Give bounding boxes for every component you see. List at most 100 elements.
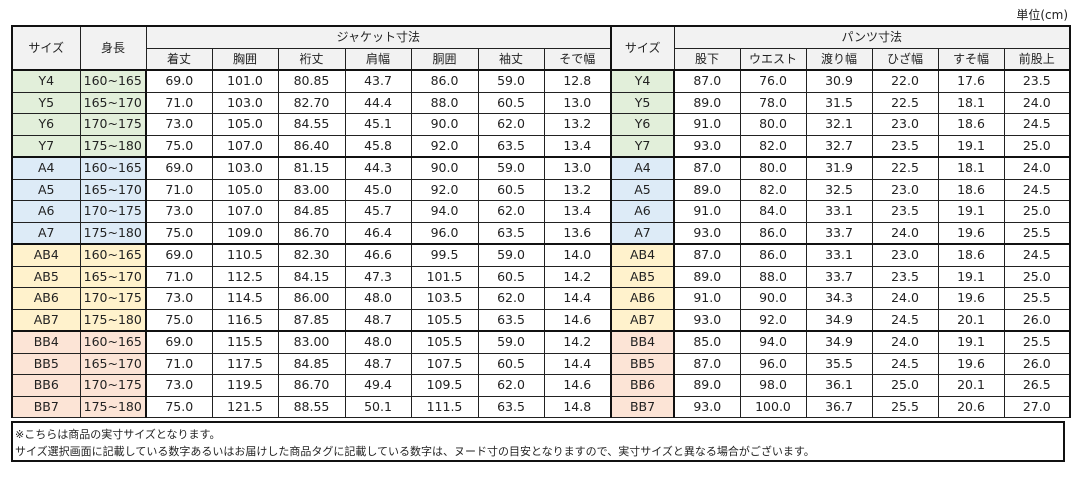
jacket-value-cell: 99.5 (410, 243, 479, 267)
jacket-value-cell: 116.5 (211, 308, 279, 332)
pants-value-cell: 27.0 (1003, 395, 1071, 418)
pants-value-cell: 100.0 (739, 395, 807, 418)
height-cell: 170~175 (79, 287, 147, 310)
pants-value-cell: 30.9 (805, 69, 873, 93)
table-row: A6 170~175 73.0 107.0 84.85 45.7 94.0 62.0 13.4 A… (11, 200, 1071, 223)
pants-size-cell: Y5 (610, 91, 675, 114)
pants-value-cell: 22.0 (871, 69, 939, 93)
pants-value-cell: 19.1 (937, 200, 1005, 223)
jacket-value-cell: 105.0 (211, 113, 279, 136)
pants-size-cell: BB4 (610, 330, 675, 354)
pants-value-cell: 18.6 (937, 243, 1005, 267)
pants-value-cell: 92.0 (739, 308, 807, 332)
pants-size-cell: AB4 (610, 243, 675, 267)
jacket-value-cell: 69.0 (145, 69, 213, 93)
pants-value-cell: 19.6 (937, 352, 1005, 375)
jacket-value-cell: 13.2 (543, 113, 612, 136)
jacket-value-cell: 13.4 (543, 134, 612, 158)
jacket-value-cell: 47.3 (344, 265, 412, 288)
jacket-value-cell: 75.0 (145, 308, 213, 332)
height-cell: 175~180 (79, 308, 147, 332)
pants-value-cell: 24.5 (1003, 178, 1071, 201)
size-cell: AB5 (11, 265, 81, 288)
jacket-value-cell: 14.2 (543, 265, 612, 288)
pants-value-cell: 80.0 (739, 156, 807, 180)
size-cell: BB6 (11, 374, 81, 397)
jacket-value-cell: 90.0 (410, 113, 479, 136)
jacket-value-cell: 81.15 (277, 156, 346, 180)
jacket-value-cell: 13.0 (543, 91, 612, 114)
size-cell: BB4 (11, 330, 81, 354)
pants-value-cell: 17.6 (937, 69, 1005, 93)
pants-value-cell: 18.1 (937, 156, 1005, 180)
pants-value-cell: 91.0 (673, 113, 741, 136)
height-cell: 160~165 (79, 330, 147, 354)
pants-value-cell: 25.0 (1003, 265, 1071, 288)
jacket-value-cell: 101.0 (211, 69, 279, 93)
jacket-value-cell: 45.7 (344, 200, 412, 223)
jacket-value-cell: 49.4 (344, 374, 412, 397)
pants-value-cell: 89.0 (673, 178, 741, 201)
pants-value-cell: 91.0 (673, 287, 741, 310)
header-row-2: 着丈 胸囲 裄丈 肩幅 胴囲 袖丈 そで幅 股下 ウエスト 渡り幅 ひざ幅 すそ幅 前股上 (12, 47, 1071, 71)
pants-value-cell: 24.0 (871, 221, 939, 245)
table-row: Y5 165~170 71.0 103.0 82.70 44.4 88.0 60.5 13.0 Y… (11, 91, 1071, 114)
jacket-value-cell: 88.0 (410, 91, 479, 114)
jacket-value-cell: 84.85 (277, 352, 346, 375)
pants-value-cell: 23.0 (871, 178, 939, 201)
pants-value-cell: 19.6 (937, 221, 1005, 245)
jacket-value-cell: 45.8 (344, 134, 412, 158)
pants-value-cell: 87.0 (673, 69, 741, 93)
size-cell: Y5 (11, 91, 81, 114)
jacket-value-cell: 87.85 (277, 308, 346, 332)
pants-value-cell: 88.0 (739, 265, 807, 288)
pants-value-cell: 25.0 (1003, 200, 1071, 223)
pants-value-cell: 24.0 (1003, 156, 1071, 180)
jacket-value-cell: 117.5 (211, 352, 279, 375)
pants-value-cell: 98.0 (739, 374, 807, 397)
pants-value-cell: 93.0 (673, 134, 741, 158)
jacket-value-cell: 45.0 (344, 178, 412, 201)
jacket-value-cell: 60.5 (477, 265, 545, 288)
jacket-value-cell: 62.0 (477, 287, 545, 310)
jacket-value-cell: 80.85 (277, 69, 346, 93)
height-cell: 175~180 (79, 395, 147, 418)
size-cell: AB6 (11, 287, 81, 310)
header-jacket: ジャケット寸法 (145, 25, 612, 49)
pants-value-cell: 89.0 (673, 265, 741, 288)
header-pants-col: 股下 (673, 47, 741, 71)
jacket-value-cell: 63.5 (477, 395, 545, 418)
jacket-value-cell: 82.30 (277, 243, 346, 267)
header-row-1: サイズ 身長 ジャケット寸法 サイズ パンツ寸法 (11, 25, 1071, 71)
pants-value-cell: 91.0 (673, 200, 741, 223)
jacket-value-cell: 103.0 (211, 156, 279, 180)
jacket-value-cell: 44.3 (344, 156, 412, 180)
pants-value-cell: 23.5 (871, 200, 939, 223)
pants-value-cell: 76.0 (739, 69, 807, 93)
pants-value-cell: 36.7 (805, 395, 873, 418)
pants-value-cell: 26.0 (1003, 352, 1071, 375)
header-height: 身長 (79, 25, 147, 71)
pants-size-cell: A6 (610, 200, 675, 223)
header-pants-size: サイズ (610, 25, 675, 71)
jacket-value-cell: 69.0 (145, 330, 213, 354)
pants-value-cell: 33.1 (805, 243, 873, 267)
pants-value-cell: 25.0 (871, 374, 939, 397)
pants-size-cell: AB7 (610, 308, 675, 332)
jacket-value-cell: 14.0 (543, 243, 612, 267)
pants-size-cell: Y4 (610, 69, 675, 93)
jacket-value-cell: 69.0 (145, 243, 213, 267)
height-cell: 165~170 (79, 178, 147, 201)
pants-value-cell: 89.0 (673, 374, 741, 397)
jacket-value-cell: 63.5 (477, 308, 545, 332)
header-pants-col: ひざ幅 (871, 47, 939, 71)
height-cell: 170~175 (79, 113, 147, 136)
pants-value-cell: 32.5 (805, 178, 873, 201)
size-cell: AB7 (11, 308, 81, 332)
header-pants: パンツ寸法 (673, 25, 1071, 49)
jacket-value-cell: 13.0 (543, 156, 612, 180)
jacket-value-cell: 121.5 (211, 395, 279, 418)
pants-size-cell: BB7 (610, 395, 675, 418)
jacket-value-cell: 73.0 (145, 113, 213, 136)
header-jacket-col: 裄丈 (277, 47, 346, 71)
